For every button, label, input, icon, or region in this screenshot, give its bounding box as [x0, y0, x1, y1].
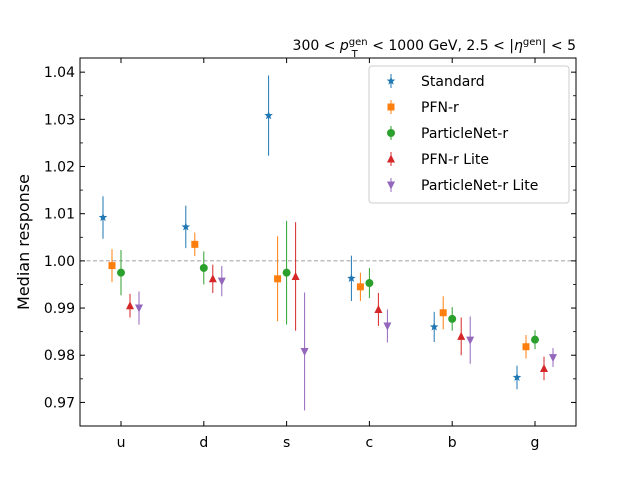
data-point — [117, 268, 125, 277]
x-tick-label: b — [448, 435, 457, 451]
y-tick-label: 1.04 — [44, 65, 75, 81]
y-tick-label: 0.99 — [44, 301, 75, 317]
data-point — [135, 304, 143, 313]
data-point — [457, 331, 466, 340]
data-point — [98, 212, 108, 222]
y-tick-label: 1.02 — [44, 160, 75, 176]
y-tick-label: 1.00 — [44, 254, 75, 270]
series-3 — [126, 222, 548, 381]
x-tick-label: u — [117, 435, 126, 451]
data-point — [429, 322, 439, 331]
data-point — [191, 240, 199, 248]
data-point — [274, 275, 282, 283]
data-point — [264, 111, 273, 120]
data-point — [448, 314, 457, 323]
legend-label: Standard — [421, 74, 485, 90]
data-point — [383, 322, 392, 331]
legend-label: ParticleNet-r Lite — [421, 178, 538, 194]
data-point — [181, 222, 191, 231]
x-tick-label: d — [199, 435, 208, 451]
data-point — [199, 263, 208, 272]
legend-box — [368, 65, 570, 204]
x-tick-label: s — [283, 435, 290, 451]
data-point — [347, 273, 356, 282]
data-point — [522, 343, 530, 351]
series-2 — [117, 220, 539, 350]
plot-frame — [79, 57, 577, 427]
data-point — [365, 279, 374, 288]
legend-label: ParticleNet-r — [421, 126, 508, 142]
data-point — [439, 309, 447, 317]
legend-marker — [387, 103, 395, 111]
data-point — [300, 347, 309, 356]
legend-label: PFN-r Lite — [421, 152, 489, 168]
y-tick-label: 0.98 — [44, 348, 75, 364]
data-point — [291, 271, 300, 280]
data-point — [356, 283, 364, 291]
data-point — [126, 301, 134, 310]
chart-title: 300 < pgen T < 1000 GeV, 2.5 < |ηgen| < 5 — [293, 37, 576, 61]
data-point — [549, 354, 557, 363]
series-1 — [108, 232, 530, 359]
legend-marker — [387, 154, 395, 163]
data-point — [531, 335, 539, 344]
data-point — [208, 274, 217, 283]
y-axis-title: Median response — [14, 174, 33, 310]
data-point — [217, 277, 226, 286]
series-4 — [135, 266, 557, 411]
data-point — [108, 262, 116, 270]
data-point — [282, 268, 291, 277]
y-tick-label: 1.03 — [44, 112, 75, 128]
x-tick-label: g — [531, 435, 540, 451]
x-tick-label: c — [366, 435, 374, 451]
data-point — [512, 372, 522, 382]
legend-marker — [386, 76, 396, 85]
legend: Standard PFN-r ParticleNet-r PFN-r Lite Part… — [368, 65, 570, 204]
series-0 — [98, 75, 522, 390]
data-point — [540, 363, 548, 372]
data-point — [374, 304, 383, 313]
y-tick-label: 0.97 — [44, 395, 75, 411]
data-point — [466, 336, 475, 345]
y-tick-label: 1.01 — [44, 207, 75, 223]
legend-label: PFN-r — [421, 100, 459, 116]
legend-marker — [387, 129, 395, 137]
legend-marker — [387, 181, 395, 190]
